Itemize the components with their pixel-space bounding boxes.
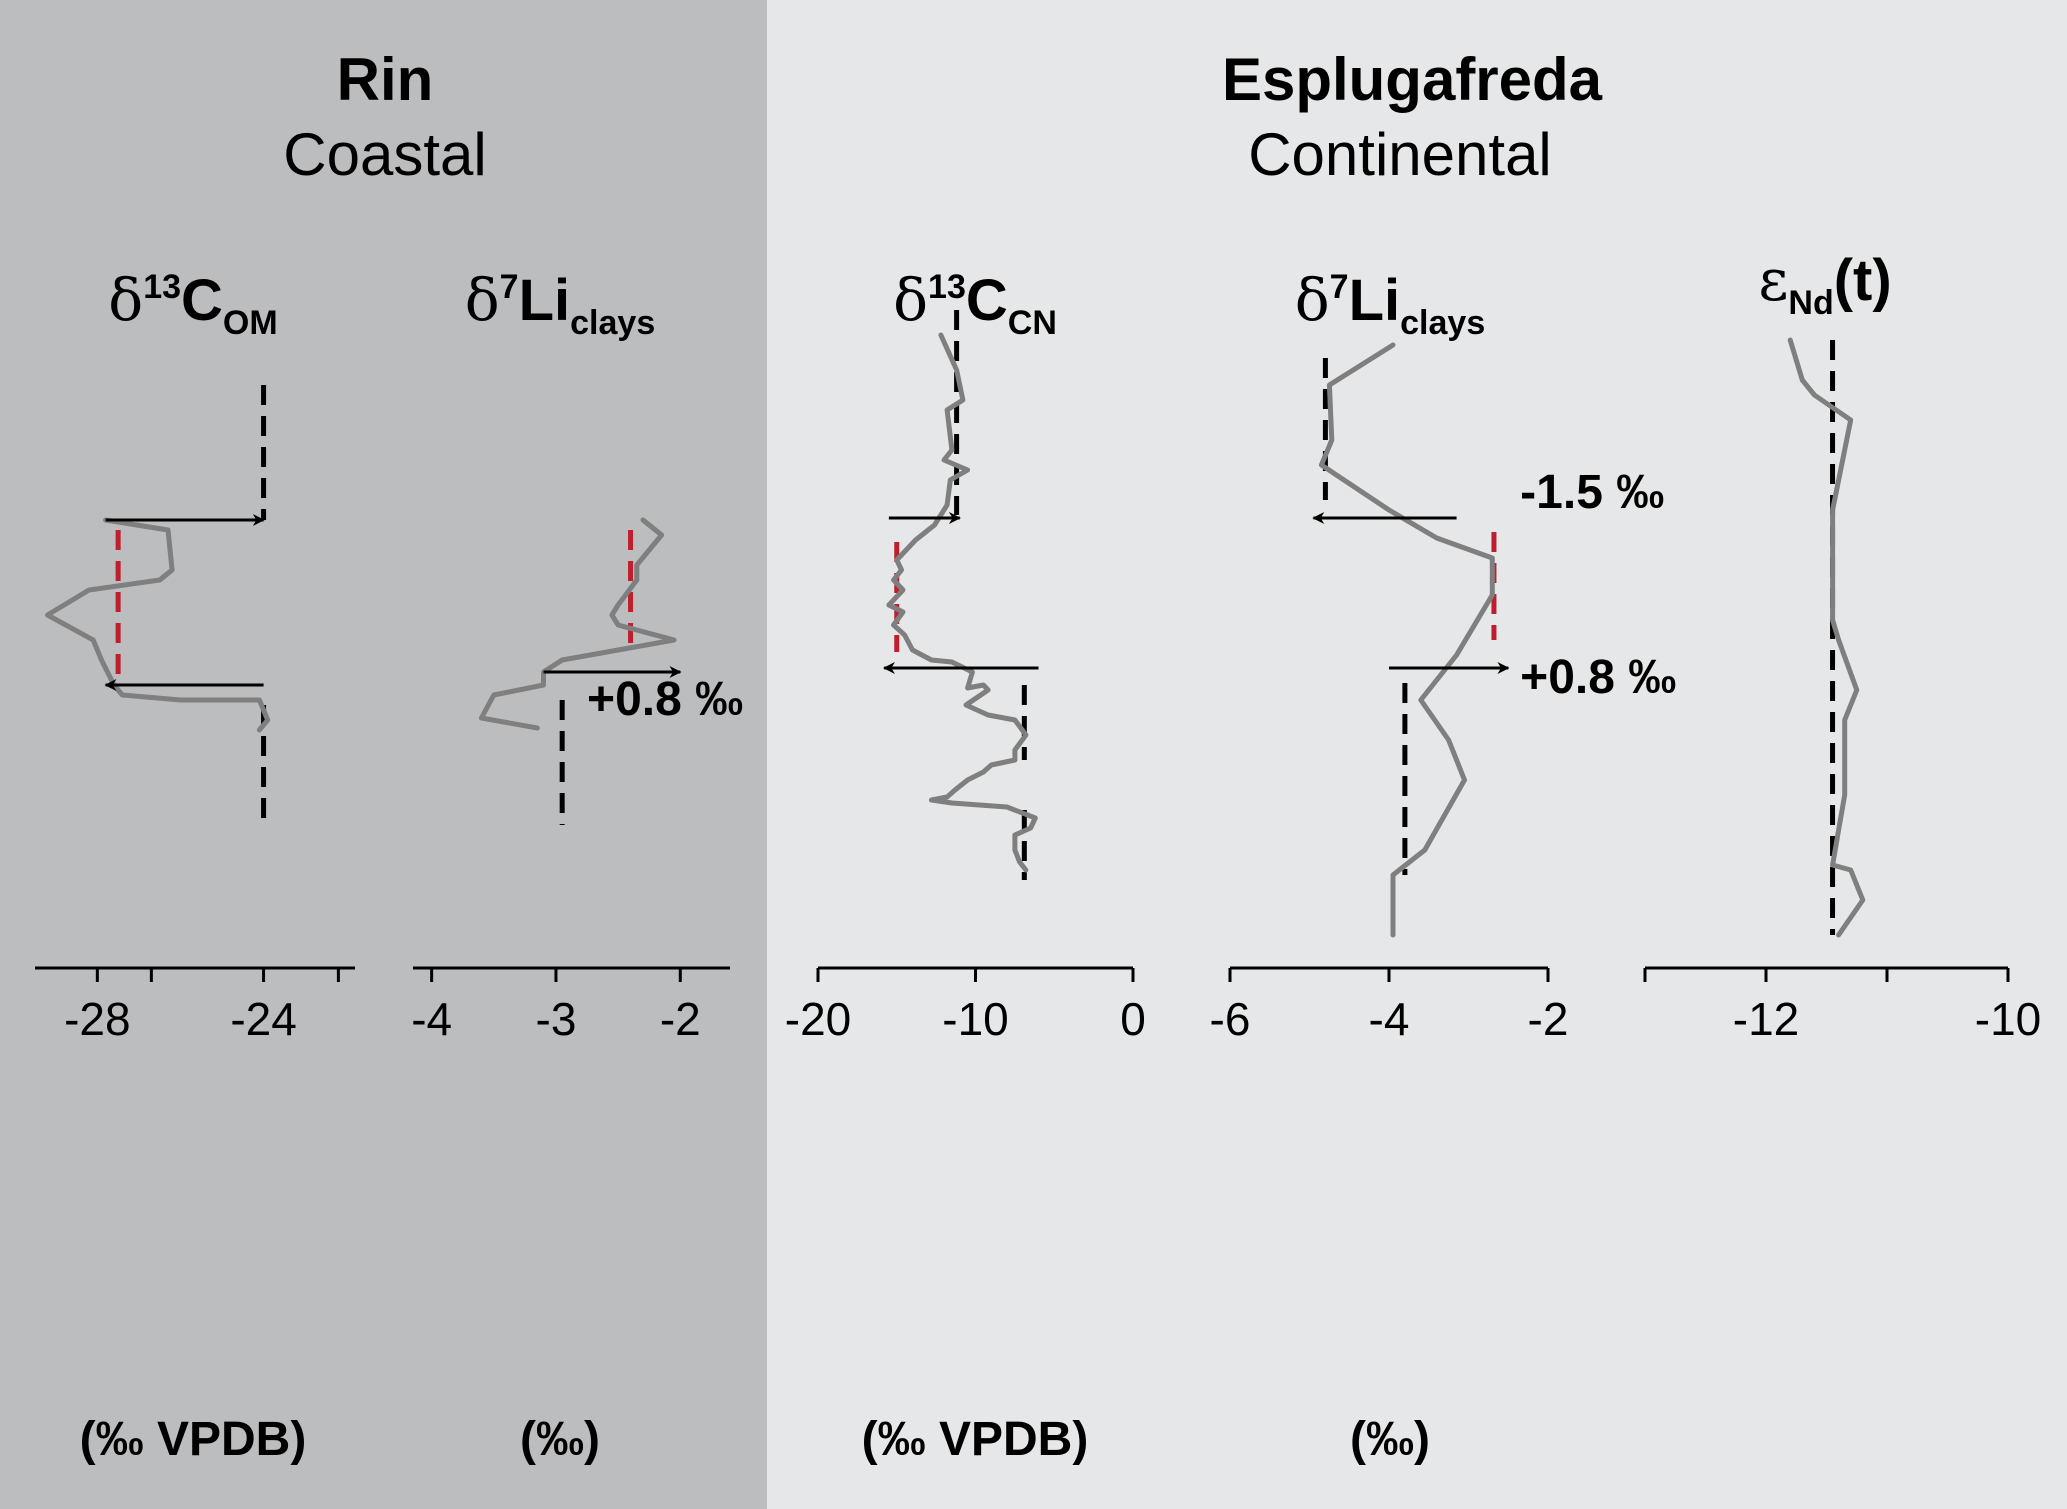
title-sub: clays	[1400, 304, 1485, 342]
x-tick-label: -3	[536, 993, 577, 1045]
title-sub: OM	[223, 304, 278, 342]
panel-d13c-om: δ13COM -28 -24 (‰ VPDB)	[35, 266, 355, 1466]
title-sub: clays	[570, 304, 655, 342]
site-setting-esplugafreda: Continental	[1248, 121, 1552, 188]
plot-area: -28 -24	[35, 385, 355, 1045]
data-series-line	[886, 332, 1038, 873]
title-sub: Nd	[1788, 284, 1833, 322]
shift-annotation: -1.5 ‰	[1520, 466, 1664, 519]
x-tick-label: -28	[64, 993, 130, 1045]
x-tick-label: -4	[1369, 993, 1410, 1045]
x-tick-label: -2	[660, 993, 701, 1045]
plot-area: -4 -3 -2 +0.8 ‰	[411, 517, 743, 1045]
data-series-line	[478, 517, 677, 731]
x-tick-label: -24	[230, 993, 296, 1045]
title-suffix: (t)	[1834, 248, 1892, 313]
data-series-line	[1318, 342, 1495, 938]
title-sup: 13	[928, 268, 966, 306]
data-series-line	[45, 517, 271, 733]
panel-title: δ7Liclays	[465, 266, 655, 342]
x-tick-label: -20	[785, 993, 851, 1045]
title-prefix: ε	[1758, 246, 1788, 314]
title-main: C	[966, 268, 1008, 333]
title-sup: 13	[143, 268, 181, 306]
panel-end-t: εNd(t) -12 -10	[1643, 246, 2041, 1045]
rin-panel-background	[0, 0, 767, 1509]
panel-title: εNd(t)	[1758, 246, 1891, 322]
title-prefix: δ	[108, 266, 143, 334]
site-name-esplugafreda: Esplugafreda	[1222, 46, 1603, 113]
x-tick-label: 0	[1120, 993, 1146, 1045]
data-series-line	[1787, 337, 1866, 938]
x-tick-label: -12	[1733, 993, 1799, 1045]
axis-unit-label: (‰)	[1350, 1413, 1430, 1466]
title-prefix: δ	[1295, 266, 1330, 334]
panel-d13c-cn: δ13CCN -20 -10 0 (‰ VPDB)	[785, 266, 1146, 1466]
title-sup: 7	[500, 268, 519, 306]
x-tick-label: -6	[1210, 993, 1251, 1045]
panel-d7li-esplugafreda: δ7Liclays -6 -4 -2 -1.5 ‰ +0.8 ‰ (‰)	[1210, 266, 1677, 1466]
panel-title: δ7Liclays	[1295, 266, 1485, 342]
x-tick-label: -4	[411, 993, 452, 1045]
title-main: C	[181, 268, 223, 333]
title-sup: 7	[1330, 268, 1349, 306]
plot-area: -6 -4 -2 -1.5 ‰ +0.8 ‰	[1210, 342, 1676, 1045]
x-tick-label: -10	[1975, 993, 2041, 1045]
axis-unit-label: (‰)	[520, 1413, 600, 1466]
title-main: Li	[519, 268, 571, 333]
panel-title: δ13COM	[108, 266, 277, 342]
site-name-rin: Rin	[337, 46, 434, 113]
plot-area: -12 -10	[1643, 337, 2041, 1045]
x-tick-label: -2	[1528, 993, 1569, 1045]
plot-area: -20 -10 0	[785, 310, 1146, 1045]
title-prefix: δ	[893, 266, 928, 334]
axis-unit-label: (‰ VPDB)	[80, 1413, 307, 1466]
title-sub: CN	[1008, 304, 1057, 342]
title-prefix: δ	[465, 266, 500, 334]
esplugafreda-panel-background	[767, 0, 2067, 1509]
x-tick-label: -10	[942, 993, 1008, 1045]
panel-d7li-rin: δ7Liclays -4 -3 -2 +0.8 ‰ (‰)	[411, 266, 743, 1466]
title-main: Li	[1349, 268, 1401, 333]
shift-annotation: +0.8 ‰	[1520, 651, 1676, 704]
shift-annotation: +0.8 ‰	[587, 673, 743, 726]
site-setting-rin: Coastal	[283, 121, 486, 188]
axis-unit-label: (‰ VPDB)	[862, 1413, 1089, 1466]
panel-title: δ13CCN	[893, 266, 1057, 342]
